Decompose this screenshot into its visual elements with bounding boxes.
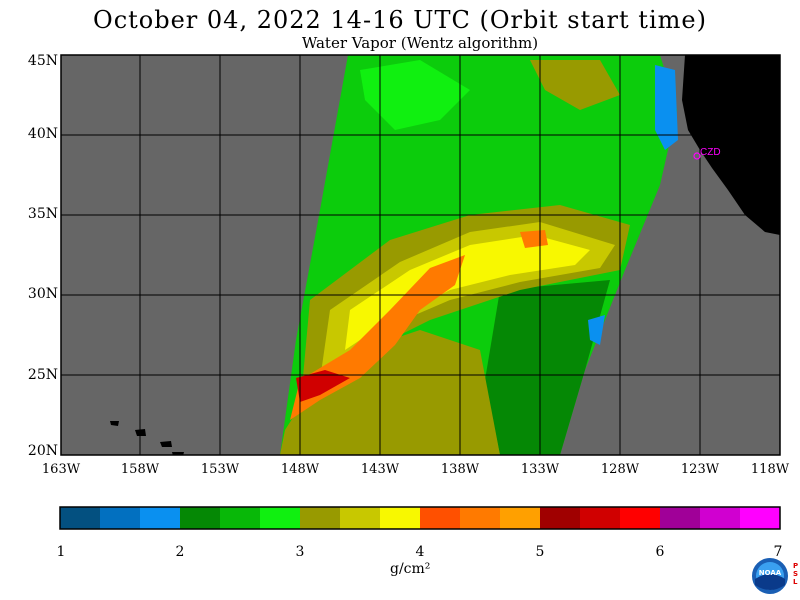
lon-label-163w: 163W (41, 462, 81, 477)
lon-label-148w: 148W (280, 462, 320, 477)
lat-label-45n: 45N (27, 53, 58, 69)
swath-north-olive (530, 60, 620, 110)
colorbar-cell-10 (420, 507, 461, 529)
map-subtitle: Water Vapor (Wentz algorithm) (301, 34, 539, 52)
lon-label-123w: 123W (680, 462, 720, 477)
colorbar-cell-16 (660, 507, 701, 529)
lon-label-153w: 153W (200, 462, 240, 477)
colorbar-cell-3 (140, 507, 181, 529)
colorbar-tick-2: 2 (175, 544, 185, 560)
colorbar-cell-1 (60, 507, 101, 529)
noaa-logo-text: NOAA (759, 569, 782, 577)
land-hawaii-3 (160, 441, 172, 447)
lon-label-133w: 133W (520, 462, 560, 477)
swath-east-dry (588, 315, 605, 345)
colorbar-cell-5 (220, 507, 261, 529)
station-marker (693, 152, 701, 160)
map-title: October 04, 2022 14-16 UTC (Orbit start … (93, 6, 707, 34)
colorbar-cell-14 (580, 507, 621, 529)
colorbar-tick-1: 1 (56, 544, 66, 560)
station-label: CZD (700, 147, 721, 158)
lat-label-40n: 40N (27, 126, 58, 142)
colorbar-cell-7 (300, 507, 341, 529)
swath-moist-core (296, 370, 350, 402)
swath-band-bright (345, 235, 590, 350)
lon-label-118w: 118W (750, 462, 790, 477)
colorbar (59, 506, 781, 530)
colorbar-cell-15 (620, 507, 661, 529)
colorbar-cell-12 (500, 507, 541, 529)
colorbar-tick-5: 5 (535, 544, 545, 560)
colorbar-tick-6: 6 (655, 544, 665, 560)
satellite-swath (280, 55, 678, 455)
colorbar-cell-18 (740, 507, 781, 529)
lat-label-30n: 30N (27, 286, 58, 302)
lon-label-158w: 158W (120, 462, 160, 477)
swath-east-dark (485, 280, 610, 455)
land-hawaii-1 (110, 421, 119, 426)
colorbar-tick-7: 7 (773, 544, 783, 560)
lat-label-20n: 20N (27, 443, 58, 459)
colorbar-cell-2 (100, 507, 141, 529)
colorbar-cell-17 (700, 507, 741, 529)
colorbar-cell-9 (380, 507, 421, 529)
swath-moist-spot (520, 230, 548, 248)
lat-label-35n: 35N (27, 206, 58, 222)
lat-label-25n: 25N (27, 367, 58, 383)
colorbar-cell-8 (340, 507, 381, 529)
map-frame (60, 54, 781, 456)
water-vapor-map: CZD (60, 54, 781, 456)
colorbar-cell-6 (260, 507, 301, 529)
swath-north-bright (360, 60, 470, 130)
noaa-logo: NOAA (750, 556, 790, 596)
colorbar-cell-11 (460, 507, 501, 529)
colorbar-cell-4 (180, 507, 221, 529)
colorbar-unit: g/cm² (390, 561, 431, 577)
lat-lon-grid (61, 55, 780, 455)
land-north-america (682, 55, 780, 235)
swath-coast-dry (655, 65, 678, 150)
colorbar-tick-4: 4 (415, 544, 425, 560)
lon-label-128w: 128W (600, 462, 640, 477)
colorbar-cell-13 (540, 507, 581, 529)
colorbar-tick-3: 3 (295, 544, 305, 560)
lon-label-138w: 138W (440, 462, 480, 477)
lon-label-143w: 143W (360, 462, 400, 477)
